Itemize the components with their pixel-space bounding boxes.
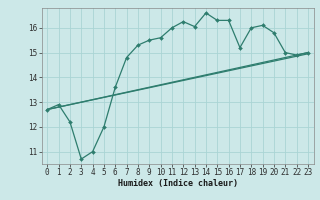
X-axis label: Humidex (Indice chaleur): Humidex (Indice chaleur)	[118, 179, 237, 188]
